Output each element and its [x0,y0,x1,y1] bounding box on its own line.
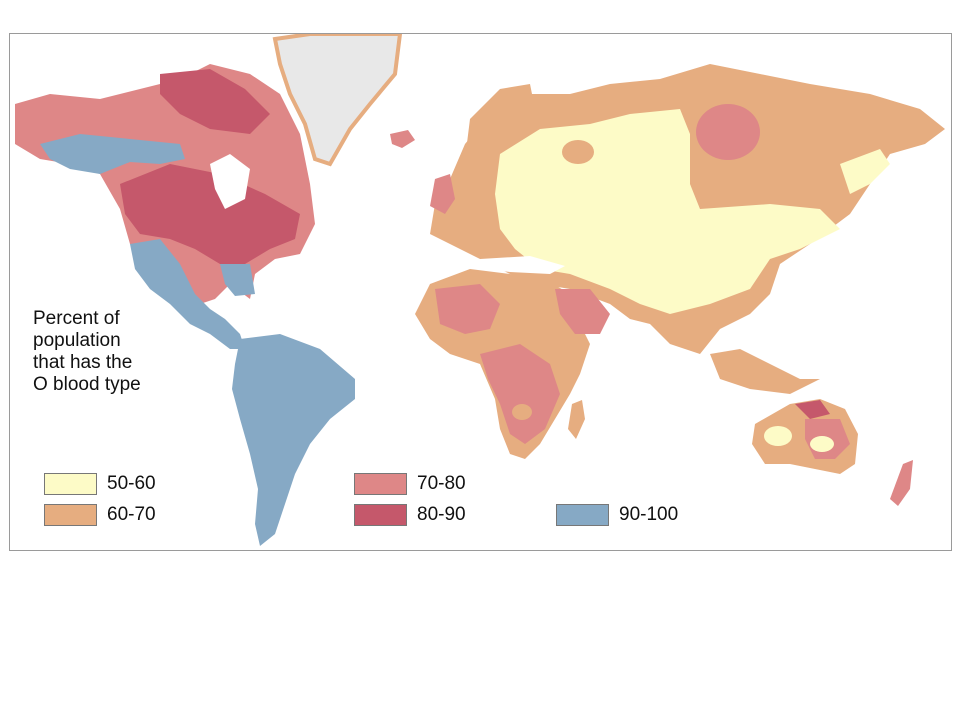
world-map [9,33,952,551]
madagascar-region [568,400,585,439]
legend-swatch [354,473,407,495]
british-isles-region [430,174,455,214]
southeast-asia-islands [710,349,820,394]
legend-swatch [354,504,407,526]
australia-yellow-east [810,436,834,452]
legend-swatch [44,504,97,526]
legend-swatch [556,504,609,526]
central-asia-spot [562,140,594,164]
hudson-bay [210,154,250,209]
africa-pink-west [435,284,500,334]
legend-title-line-4: O blood type [33,374,141,395]
scandinavia-region [465,84,535,174]
legend-label: 90-100 [619,504,679,525]
australia-yellow-west [764,426,792,446]
siberia-pink-spot [696,104,760,160]
arabia-region [555,289,610,334]
greenland-region [272,34,403,167]
legend-title-line-3: that has the [33,352,133,373]
legend-swatch [44,473,97,495]
legend-title-line-1: Percent of [33,308,120,329]
iceland-region [390,130,415,148]
siberia-yellow [840,149,890,194]
arctic-canada [160,69,270,134]
new-zealand-region [890,460,913,506]
legend-title-line-2: population [33,330,121,351]
north-america-core [120,164,300,264]
south-america-region [232,334,355,546]
africa-pink-central [480,344,560,444]
western-americas-blue [130,239,245,349]
world-map-svg [15,34,945,546]
east-us-patch [220,264,255,296]
australia-dark-north [795,400,830,419]
legend-label: 70-80 [417,473,466,494]
alaska-blue-region [40,134,185,174]
legend-label: 80-90 [417,504,466,525]
africa-orange-spot [512,404,532,420]
legend-label: 60-70 [107,504,156,525]
mediterranean-sea [480,256,565,274]
legend-label: 50-60 [107,473,156,494]
legend-title: Percent of population that has the O blo… [33,308,233,396]
